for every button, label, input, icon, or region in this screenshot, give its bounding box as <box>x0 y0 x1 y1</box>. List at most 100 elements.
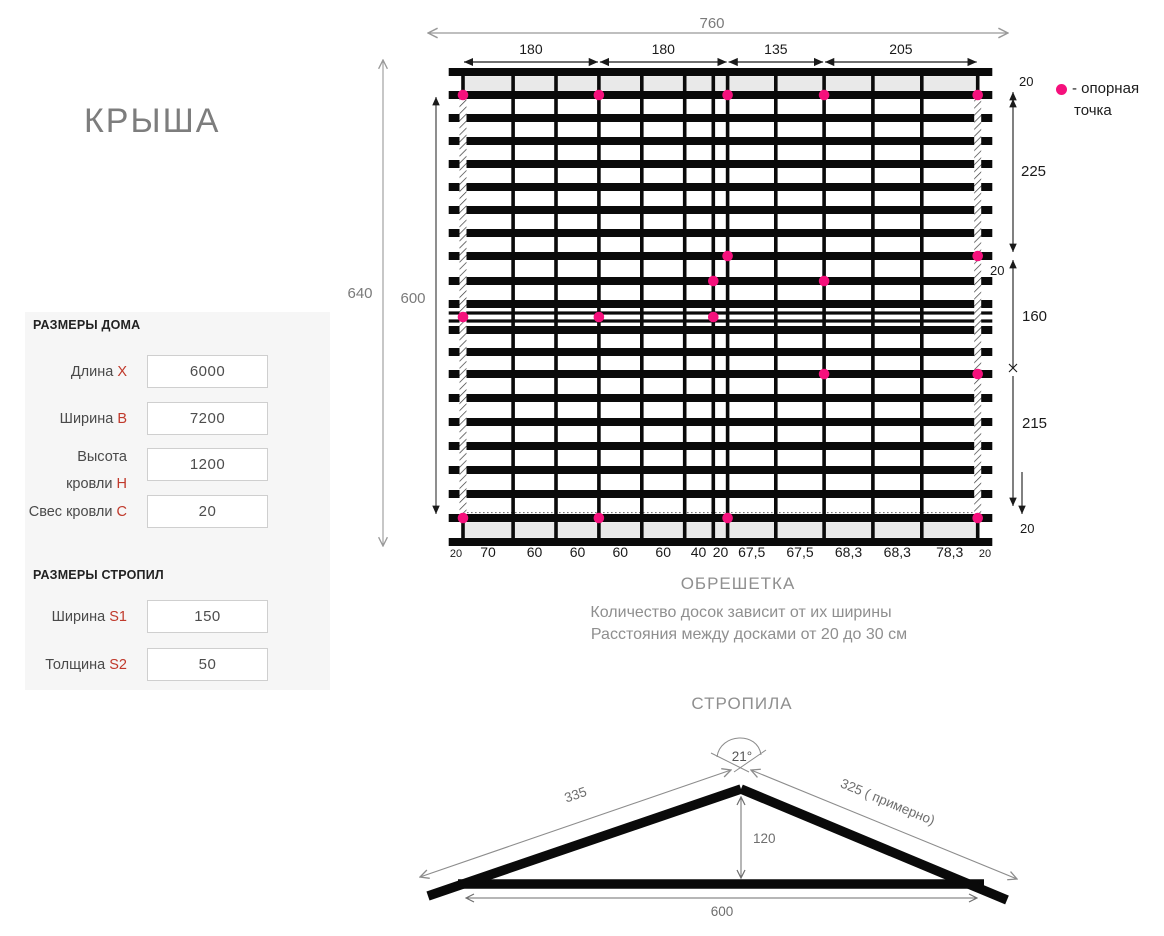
hatched-rafter <box>974 99 982 514</box>
support-point <box>457 311 469 323</box>
rafter-line <box>640 68 644 546</box>
dim-label: 20 <box>1020 521 1034 536</box>
dim-label: 20 <box>713 544 729 560</box>
form-row-rafter-width-s1: Ширина S1 <box>25 600 325 634</box>
field-label-length-x: Длина X <box>70 364 127 380</box>
field-label-width-b: Ширина B <box>59 411 127 427</box>
dim-label: 68,3 <box>884 544 911 560</box>
dim-label: 20 <box>990 263 1004 278</box>
dim-label: 60 <box>570 544 586 560</box>
rafter-line <box>511 68 515 546</box>
dim-label: 68,3 <box>835 544 862 560</box>
lathing-board <box>448 348 993 356</box>
dim-label: 600 <box>400 290 425 307</box>
lathing-board <box>448 277 993 285</box>
lathing-board <box>448 418 993 426</box>
input-roof-height-h[interactable] <box>147 448 268 481</box>
lathing-board <box>448 326 993 334</box>
hatched-rafter <box>459 99 467 514</box>
lathing-board <box>448 206 993 214</box>
lathing-board <box>448 442 993 450</box>
lathing-board <box>448 538 993 546</box>
support-point <box>722 512 733 524</box>
lathing-board <box>448 68 993 76</box>
dim-label: 205 <box>889 41 913 57</box>
lathing-board <box>448 490 993 498</box>
lathing-board <box>448 91 993 99</box>
input-width-b[interactable] <box>147 402 268 435</box>
dim-label: 600 <box>711 904 734 919</box>
support-point <box>722 250 733 262</box>
lathing-board <box>448 137 993 145</box>
rafter-line <box>871 68 875 546</box>
dim-label: 78,3 <box>936 544 963 560</box>
rafter-line <box>920 68 924 546</box>
form-row-width-b: Ширина B <box>25 402 325 436</box>
dim-label: 20 <box>450 548 462 560</box>
dim-label: 20 <box>979 548 991 560</box>
form-row-rafter-thickness-s2: Толщина S2 <box>25 648 325 682</box>
rafter-line <box>725 68 730 546</box>
overhang-band <box>463 522 978 538</box>
legend-text-line1: - опорная <box>1072 80 1140 97</box>
dim-label: 67,5 <box>786 544 813 560</box>
rafter-line <box>711 68 716 546</box>
lathing-board <box>448 183 993 191</box>
support-point <box>818 275 830 287</box>
dim-label: 21° <box>732 749 752 764</box>
dim-label: 640 <box>347 285 372 302</box>
lathing-board <box>448 114 993 122</box>
rafters-diagram: СТРОПИЛА 21° 335 325 ( примерно) 120 600 <box>388 694 1048 919</box>
lathing-board <box>448 370 993 378</box>
lathing-board <box>448 514 993 522</box>
thin-board <box>448 311 993 315</box>
dim-label: 180 <box>652 41 676 57</box>
support-point <box>722 89 733 101</box>
support-point <box>593 89 605 101</box>
input-length-x[interactable] <box>147 355 268 388</box>
support-point <box>708 311 719 323</box>
input-rafter-thickness-s2[interactable] <box>147 648 268 681</box>
dim-label: 215 <box>1022 415 1047 432</box>
lathing-note: Расстояния между досками от 20 до 30 см <box>591 626 907 643</box>
dim-label: 67,5 <box>738 544 765 560</box>
dim-label: 135 <box>764 41 788 57</box>
input-rafter-width-s1[interactable] <box>147 600 268 633</box>
support-point <box>818 89 830 101</box>
support-point <box>708 275 719 287</box>
support-point <box>593 512 605 524</box>
lathing-title: ОБРЕШЕТКА <box>681 574 796 593</box>
input-roof-overhang-c[interactable] <box>147 495 268 528</box>
support-point <box>457 89 469 101</box>
dim-label: 160 <box>1022 308 1047 325</box>
rafters-title: СТРОПИЛА <box>691 694 792 713</box>
form-section-heading: РАЗМЕРЫ СТРОПИЛ <box>33 568 164 582</box>
form-row-roof-overhang-c: Свес кровли C <box>25 495 325 529</box>
support-point <box>972 512 983 524</box>
field-label-rafter-thickness-s2: Толщина S2 <box>45 657 127 673</box>
dim-label: 60 <box>527 544 543 560</box>
lathing-board <box>448 466 993 474</box>
dim-label: 70 <box>480 544 496 560</box>
dim-label: 760 <box>699 15 724 32</box>
lathing-board <box>448 160 993 168</box>
dim-label: 60 <box>655 544 671 560</box>
support-point <box>457 512 469 524</box>
lathing-board <box>448 252 993 260</box>
field-label-roof-overhang-c: Свес кровли C <box>28 504 127 520</box>
dim-label: 20 <box>1019 74 1033 89</box>
dim-label: 225 <box>1021 163 1046 180</box>
form-row-roof-height-h: Высота кровли H <box>25 448 325 492</box>
field-label-rafter-width-s1: Ширина S1 <box>51 609 127 625</box>
rafter-line <box>822 68 826 546</box>
support-point <box>972 250 983 262</box>
lathing-board <box>448 300 993 308</box>
support-point-icon <box>1056 83 1067 95</box>
legend: - опорная точка <box>1056 78 1160 122</box>
dim-label: 325 ( примерно) <box>838 776 937 828</box>
support-point <box>972 368 983 380</box>
lathing-diagram: 760 180 180 135 205 640 600 20 225 20 160 215 20 20 70… <box>347 15 1047 643</box>
rafter-line <box>774 68 778 546</box>
lathing-note: Количество досок зависит от их ширины <box>590 604 891 621</box>
overhang-band <box>463 76 978 91</box>
